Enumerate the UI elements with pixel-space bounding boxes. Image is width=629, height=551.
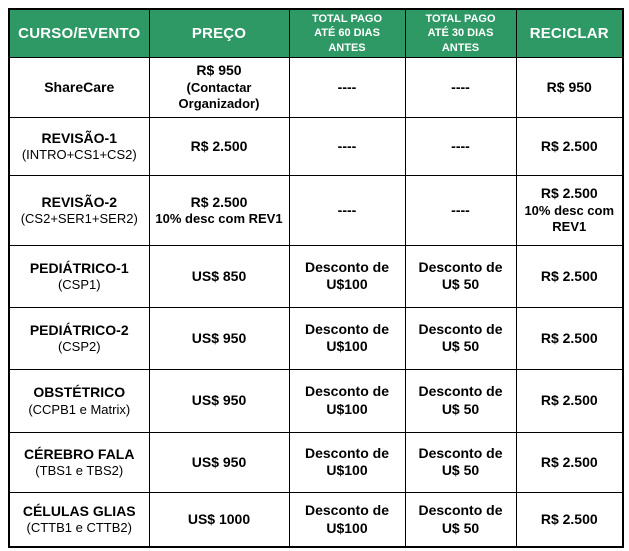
cell-course: CÉREBRO FALA (TBS1 e TBS2): [8, 431, 150, 493]
reciclar-main-text: R$ 2.500: [540, 453, 598, 470]
cell-paid30: Desconto de U$ 50: [404, 244, 517, 308]
column-header-course: CURSO/EVENTO: [8, 8, 150, 58]
cell-paid30: Desconto de U$ 50: [404, 431, 517, 493]
reciclar-main-text: R$ 2.500: [540, 267, 598, 284]
course-sub-text: (CTTB1 e CTTB2): [26, 520, 132, 536]
cell-course: PEDIÁTRICO-1 (CSP1): [8, 244, 150, 308]
course-main-text: ShareCare: [44, 78, 115, 95]
cell-reciclar: R$ 2.500: [515, 244, 624, 308]
cell-paid60: ----: [288, 56, 406, 118]
reciclar-main-text: R$ 2.500: [540, 185, 598, 202]
cell-price: US$ 850: [148, 244, 290, 308]
cell-paid30: ----: [404, 116, 517, 176]
table-row: CÉLULAS GLIAS (CTTB1 e CTTB2) US$ 1000 Desc…: [8, 491, 624, 548]
cell-paid30: ----: [404, 174, 517, 246]
table-row: REVISÃO-1 (INTRO+CS1+CS2) R$ 2.500 ---- ----…: [8, 116, 624, 176]
course-sub-text: (TBS1 e TBS2): [35, 463, 124, 479]
cell-reciclar: R$ 950: [515, 56, 624, 118]
cell-price: US$ 950: [148, 306, 290, 370]
table-row: CÉREBRO FALA (TBS1 e TBS2) US$ 950 Desconto…: [8, 431, 624, 493]
cell-paid30: Desconto de U$ 50: [404, 306, 517, 370]
price-sub-text: (Contactar Organizador): [178, 79, 260, 112]
column-header-reciclar: RECICLAR: [515, 8, 624, 58]
cell-paid60: Desconto de U$100: [288, 368, 406, 433]
course-main-text: REVISÃO-1: [41, 129, 117, 146]
price-main-text: R$ 950: [196, 62, 242, 79]
course-sub-text: (CCPB1 e Matrix): [28, 401, 131, 417]
price-sub-text: 10% desc com REV1: [155, 211, 283, 227]
course-pricing-table: CURSO/EVENTO PREÇO TOTAL PAGO ATÉ 60 DIAS …: [8, 8, 624, 549]
cell-paid60: Desconto de U$100: [288, 491, 406, 548]
column-header-paid60: TOTAL PAGO ATÉ 60 DIAS ANTES: [288, 8, 406, 58]
course-main-text: OBSTÉTRICO: [33, 384, 126, 401]
table-row: OBSTÉTRICO (CCPB1 e Matrix) US$ 950 Descont…: [8, 368, 624, 433]
cell-price: US$ 950: [148, 368, 290, 433]
cell-reciclar: R$ 2.500: [515, 368, 624, 433]
column-header-price: PREÇO: [148, 8, 290, 58]
table-header-row: CURSO/EVENTO PREÇO TOTAL PAGO ATÉ 60 DIAS …: [8, 8, 624, 58]
cell-reciclar: R$ 2.500: [515, 431, 624, 493]
cell-course: ShareCare: [8, 56, 150, 118]
cell-paid30: Desconto de U$ 50: [404, 368, 517, 433]
cell-price: R$ 2.500 10% desc com REV1: [148, 174, 290, 246]
price-main-text: US$ 1000: [187, 510, 251, 527]
reciclar-main-text: R$ 2.500: [540, 510, 598, 527]
course-sub-text: (INTRO+CS1+CS2): [21, 147, 137, 163]
column-header-paid30: TOTAL PAGO ATÉ 30 DIAS ANTES: [404, 8, 517, 58]
reciclar-main-text: R$ 950: [546, 78, 592, 95]
price-main-text: US$ 850: [191, 267, 247, 284]
course-main-text: CÉREBRO FALA: [24, 445, 135, 462]
cell-paid60: Desconto de U$100: [288, 244, 406, 308]
course-sub-text: (CS2+SER1+SER2): [20, 211, 138, 227]
cell-paid60: Desconto de U$100: [288, 431, 406, 493]
cell-course: REVISÃO-1 (INTRO+CS1+CS2): [8, 116, 150, 176]
course-sub-text: (CSP2): [57, 339, 101, 355]
course-sub-text: (CSP1): [57, 277, 101, 293]
price-main-text: US$ 950: [191, 329, 247, 346]
cell-price: US$ 950: [148, 431, 290, 493]
price-main-text: US$ 950: [191, 392, 247, 409]
course-main-text: PEDIÁTRICO-1: [29, 259, 129, 276]
cell-paid60: Desconto de U$100: [288, 306, 406, 370]
reciclar-sub-text: 10% desc com REV1: [524, 202, 615, 235]
table-row: REVISÃO-2 (CS2+SER1+SER2) R$ 2.500 10% desc…: [8, 174, 624, 246]
reciclar-main-text: R$ 2.500: [540, 329, 598, 346]
reciclar-main-text: R$ 2.500: [540, 137, 598, 154]
cell-reciclar: R$ 2.500: [515, 306, 624, 370]
cell-price: US$ 1000: [148, 491, 290, 548]
cell-course: CÉLULAS GLIAS (CTTB1 e CTTB2): [8, 491, 150, 548]
cell-reciclar: R$ 2.500: [515, 116, 624, 176]
price-main-text: R$ 2.500: [190, 137, 248, 154]
course-main-text: REVISÃO-2: [41, 193, 117, 210]
cell-paid30: Desconto de U$ 50: [404, 491, 517, 548]
cell-paid60: ----: [288, 174, 406, 246]
cell-reciclar: R$ 2.500 10% desc com REV1: [515, 174, 624, 246]
table-row: PEDIÁTRICO-2 (CSP2) US$ 950 Desconto de U$1…: [8, 306, 624, 370]
cell-course: PEDIÁTRICO-2 (CSP2): [8, 306, 150, 370]
table-row: ShareCare R$ 950 (Contactar Organizador) --…: [8, 56, 624, 118]
cell-reciclar: R$ 2.500: [515, 491, 624, 548]
course-main-text: CÉLULAS GLIAS: [22, 502, 136, 519]
cell-price: R$ 950 (Contactar Organizador): [148, 56, 290, 118]
course-main-text: PEDIÁTRICO-2: [29, 321, 129, 338]
price-main-text: US$ 950: [191, 453, 247, 470]
reciclar-main-text: R$ 2.500: [540, 392, 598, 409]
table-row: PEDIÁTRICO-1 (CSP1) US$ 850 Desconto de U$1…: [8, 244, 624, 308]
price-main-text: R$ 2.500: [190, 193, 248, 210]
cell-paid30: ----: [404, 56, 517, 118]
cell-course: REVISÃO-2 (CS2+SER1+SER2): [8, 174, 150, 246]
cell-course: OBSTÉTRICO (CCPB1 e Matrix): [8, 368, 150, 433]
cell-price: R$ 2.500: [148, 116, 290, 176]
cell-paid60: ----: [288, 116, 406, 176]
